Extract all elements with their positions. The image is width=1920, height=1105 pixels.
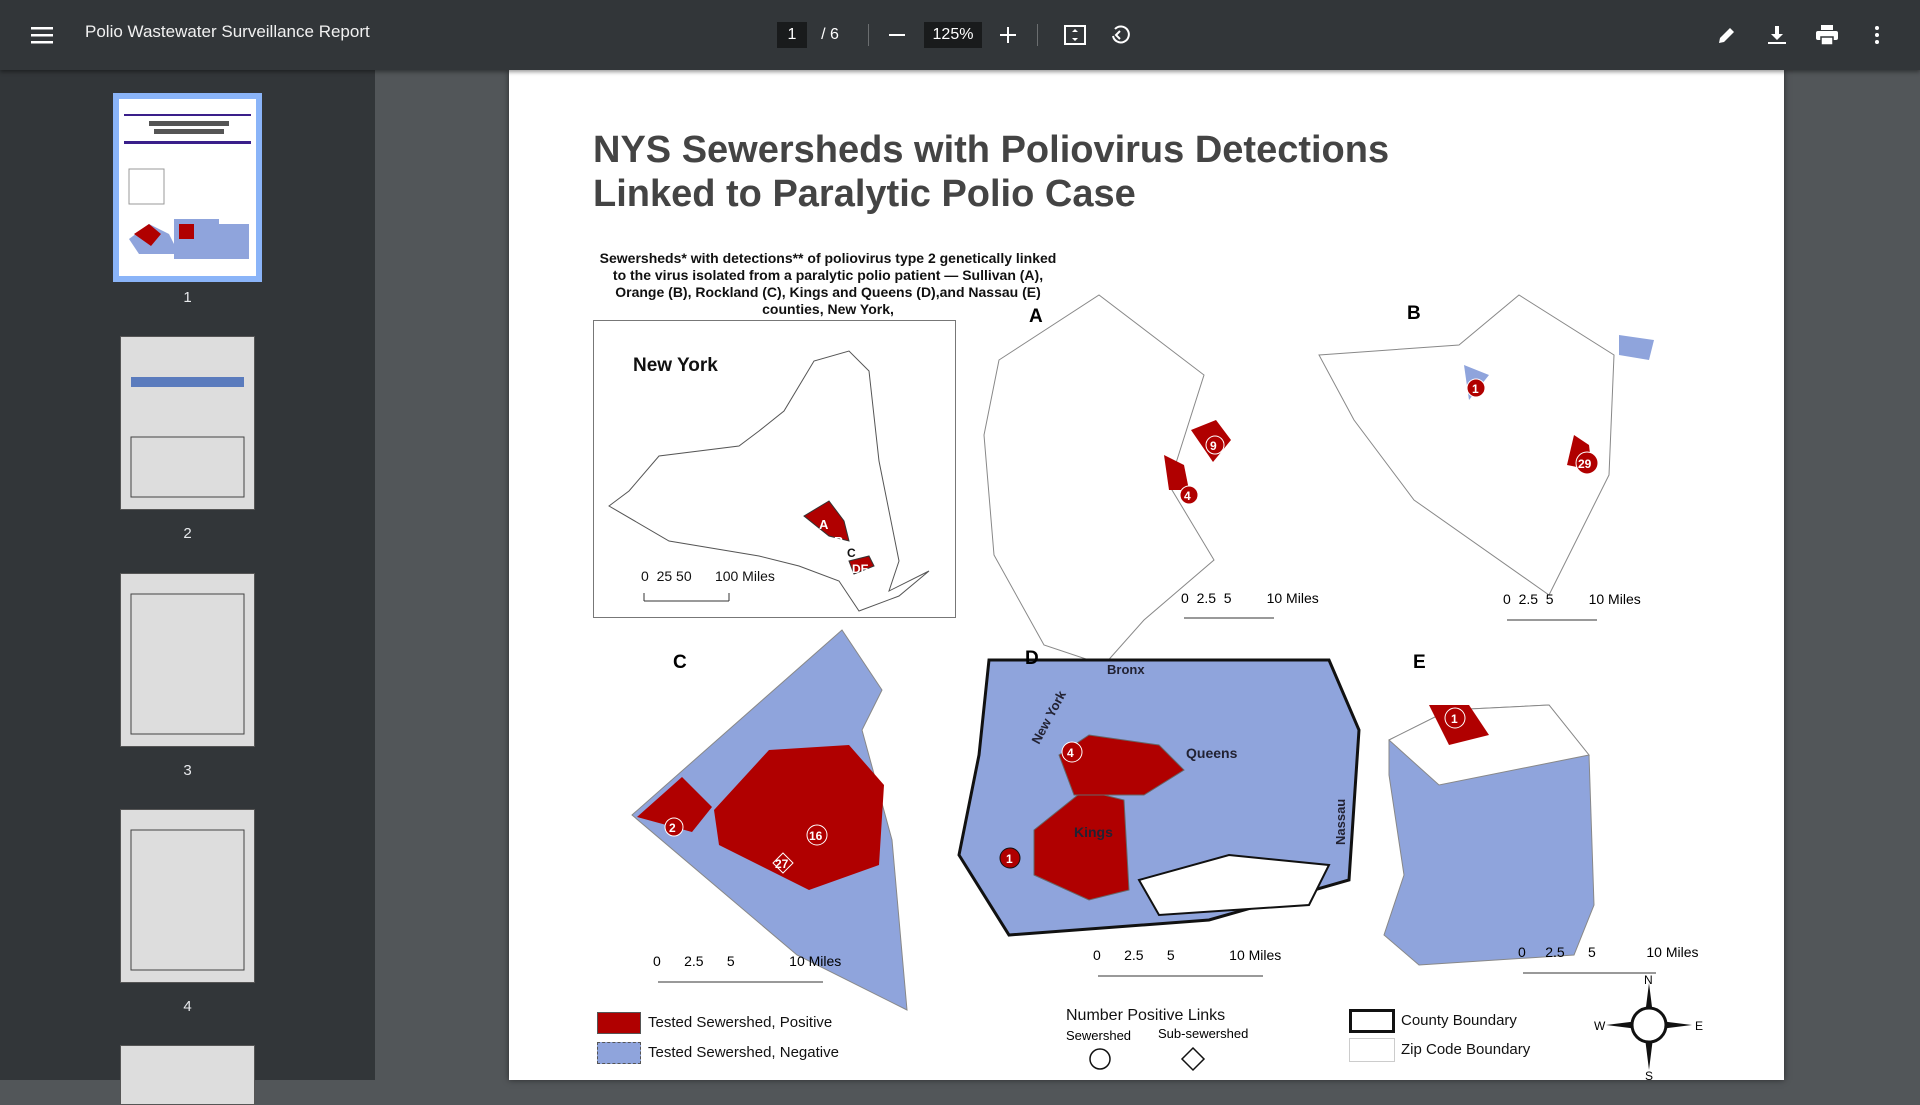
page-thumbnail-4[interactable] xyxy=(120,809,255,983)
place-label: Queens xyxy=(1186,745,1238,761)
page-thumbnail-5[interactable] xyxy=(120,1045,255,1105)
map-a-count: 4 xyxy=(1184,489,1191,503)
compass-rose-icon: N W E S xyxy=(1594,975,1703,1080)
pen-icon[interactable] xyxy=(1709,17,1745,53)
map-d-count: 1 xyxy=(1006,852,1013,866)
county-maps: 9 4 A 0 2.5 5 10 Miles 1 29 B 0 2.5 5 10… xyxy=(631,294,1699,1011)
legend-zip: Zip Code Boundary xyxy=(1401,1041,1531,1058)
inset-scale-label: 0 25 50 100 Miles xyxy=(641,568,775,584)
print-icon[interactable] xyxy=(1809,17,1845,53)
inset-marker-de: DE xyxy=(852,562,869,576)
page-thumbnail-1[interactable] xyxy=(113,93,262,282)
legend-swatch-county xyxy=(1349,1009,1395,1033)
download-icon[interactable] xyxy=(1759,17,1795,53)
map-e-count: 1 xyxy=(1451,712,1458,726)
diamond-symbol-icon xyxy=(1180,1046,1206,1072)
minus-icon[interactable] xyxy=(879,17,915,53)
inset-marker-a: A xyxy=(819,517,829,532)
map-c-count: 27 xyxy=(775,857,789,871)
svg-text:S: S xyxy=(1645,1069,1653,1080)
legend-links-title: Number Positive Links xyxy=(1066,1007,1226,1024)
divider xyxy=(1037,24,1038,46)
map-b-count: 1 xyxy=(1472,382,1479,396)
thumbnail-sidebar: 1 2 3 4 xyxy=(0,70,375,1105)
ny-inset-map: A B C DE New York 0 25 50 100 Miles xyxy=(593,320,956,618)
legend-negative: Tested Sewershed, Negative xyxy=(648,1044,839,1061)
svg-text:N: N xyxy=(1644,975,1653,987)
map-a-label: A xyxy=(1029,306,1043,327)
map-c-count: 16 xyxy=(809,829,823,843)
rotate-icon[interactable] xyxy=(1102,17,1138,53)
map-d-count: 4 xyxy=(1067,746,1074,760)
map-c-count: 2 xyxy=(669,821,676,835)
page-total: / 6 xyxy=(821,26,839,43)
legend-positive: Tested Sewershed, Positive xyxy=(648,1014,833,1031)
more-vert-icon[interactable] xyxy=(1859,17,1895,53)
page-thumbnail-2[interactable] xyxy=(120,336,255,510)
page-thumbnail-3[interactable] xyxy=(120,573,255,747)
pdf-page: NYS Sewersheds with Poliovirus Detection… xyxy=(509,70,1784,1080)
figure-caption: Sewersheds* with detections** of poliovi… xyxy=(599,250,1057,317)
legend-swatch-negative xyxy=(597,1042,641,1064)
map-e-scale: 0 2.5 5 10 Miles xyxy=(1518,944,1699,960)
inset-marker-c: C xyxy=(847,546,856,560)
divider xyxy=(868,24,869,46)
circle-symbol-icon xyxy=(1089,1048,1111,1070)
zoom-input[interactable]: 125% xyxy=(924,22,982,48)
legend-symbols xyxy=(1089,1046,1206,1072)
thumbnail-label: 3 xyxy=(183,762,192,779)
map-c-scale: 0 2.5 5 10 Miles xyxy=(653,953,841,969)
hamburger-icon[interactable] xyxy=(24,17,60,53)
legend-county: County Boundary xyxy=(1401,1012,1517,1029)
map-a-scale: 0 2.5 5 10 Miles xyxy=(1181,590,1319,606)
map-d-scale: 0 2.5 5 10 Miles xyxy=(1093,947,1281,963)
thumbnail-preview xyxy=(124,114,251,259)
legend-swatch-zip xyxy=(1349,1038,1395,1062)
map-b-scale: 0 2.5 5 10 Miles xyxy=(1503,591,1641,607)
legend-swatch-positive xyxy=(597,1012,641,1034)
map-e-label: E xyxy=(1413,652,1426,673)
page-title: NYS Sewersheds with Poliovirus Detection… xyxy=(593,129,1390,215)
thumbnail-label: 1 xyxy=(183,289,192,306)
place-label: Bronx xyxy=(1107,662,1145,677)
legend-subsewershed: Sub-sewershed xyxy=(1158,1026,1249,1041)
legend-sewershed: Sewershed xyxy=(1066,1028,1132,1043)
map-b-count: 29 xyxy=(1578,457,1592,471)
inset-label: New York xyxy=(633,355,718,376)
document-title: Polio Wastewater Surveillance Report xyxy=(85,22,370,41)
map-c-label: C xyxy=(673,652,687,673)
page-number-input[interactable]: 1 xyxy=(777,22,807,48)
inset-marker-b: B xyxy=(834,534,843,549)
map-a-count: 9 xyxy=(1210,439,1217,453)
place-label: Nassau xyxy=(1333,799,1348,845)
plus-icon[interactable] xyxy=(990,17,1026,53)
thumbnail-label: 4 xyxy=(183,998,192,1015)
map-b-label: B xyxy=(1407,303,1421,324)
pdf-toolbar: Polio Wastewater Surveillance Report 1 /… xyxy=(0,0,1920,70)
place-label: Kings xyxy=(1074,824,1113,840)
svg-text:E: E xyxy=(1695,1019,1703,1033)
fit-page-icon[interactable] xyxy=(1057,17,1093,53)
svg-text:W: W xyxy=(1594,1019,1606,1033)
map-d-label: D xyxy=(1025,648,1039,669)
thumbnail-label: 2 xyxy=(183,525,192,542)
